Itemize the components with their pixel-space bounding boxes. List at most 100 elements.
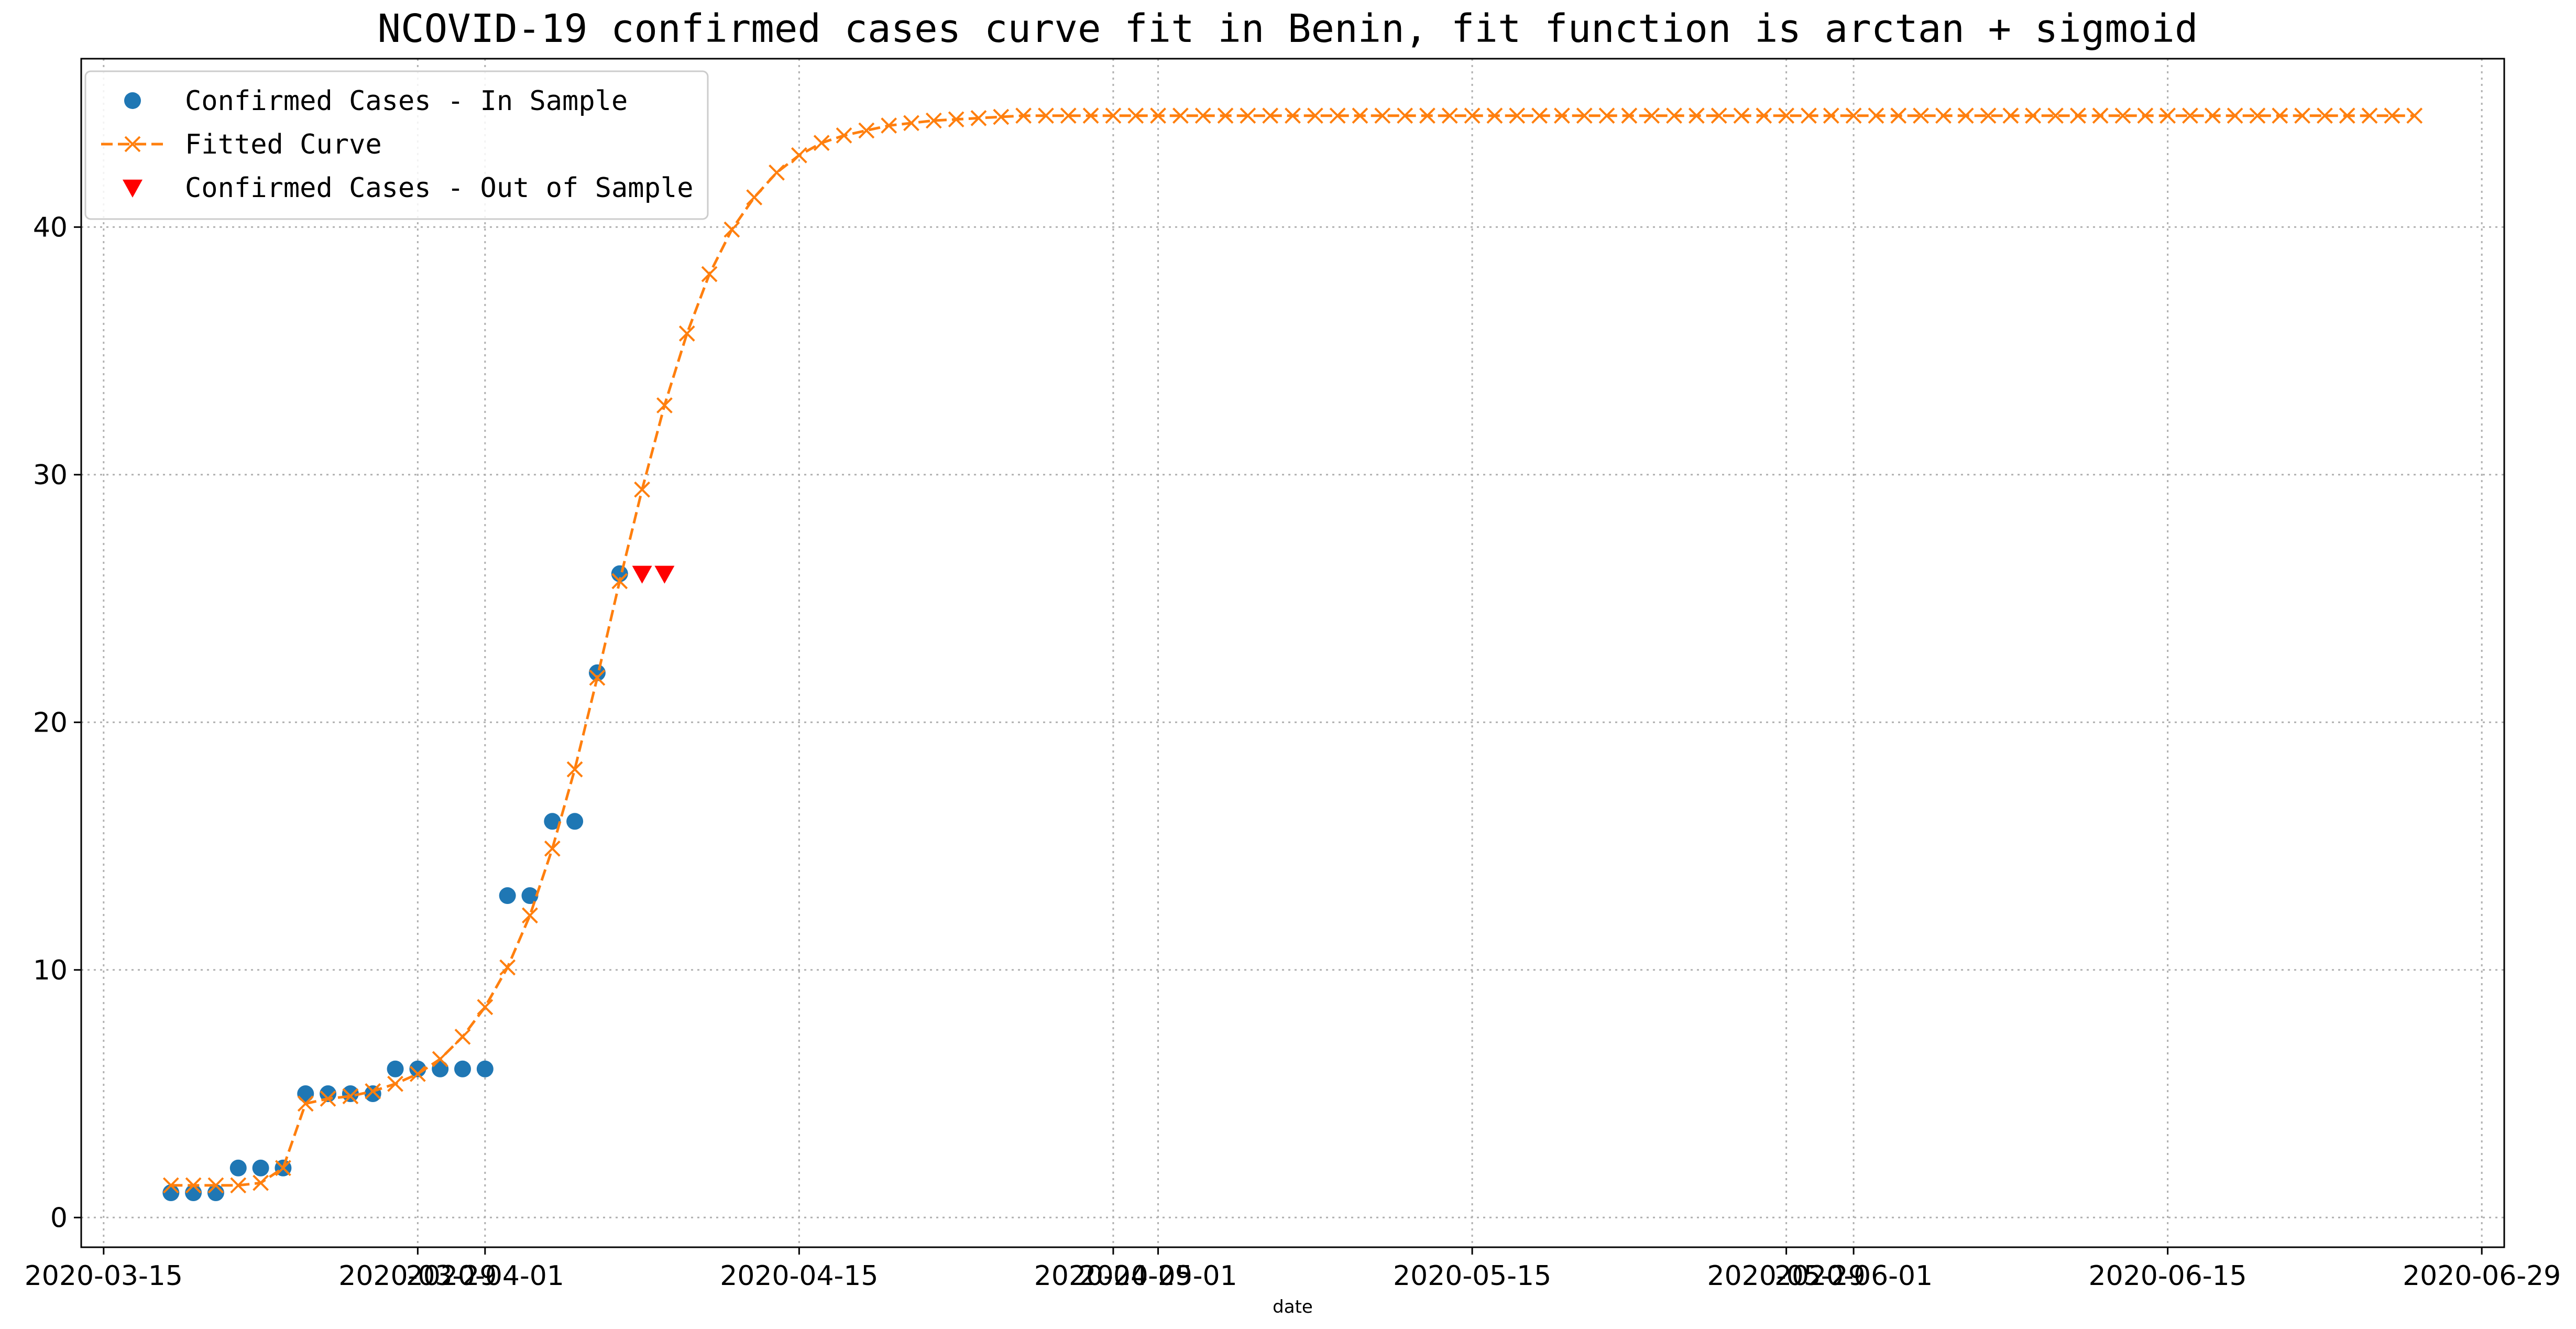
data-point [522, 907, 538, 924]
data-point [1643, 107, 1660, 124]
data-point [566, 761, 583, 778]
data-point [1890, 107, 1907, 124]
data-point [2384, 107, 2400, 124]
data-point [1509, 107, 1526, 124]
data-point [566, 813, 584, 830]
legend-marker [123, 179, 142, 198]
data-point [499, 887, 516, 905]
x-tick-label: 2020-05-01 [1079, 1260, 1237, 1292]
data-point [365, 1083, 381, 1099]
data-point [162, 1177, 179, 1194]
y-tick-label: 30 [33, 460, 68, 491]
data-point [2227, 107, 2243, 124]
y-tick-label: 0 [50, 1202, 68, 1234]
data-point [207, 1177, 224, 1194]
series-in-sample [162, 565, 628, 1202]
data-point [769, 164, 785, 181]
x-tick-label: 2020-06-15 [2089, 1260, 2247, 1292]
data-point [275, 1160, 291, 1177]
plot-series [162, 107, 2423, 1202]
series-fitted-curve [162, 107, 2423, 1194]
data-point [656, 397, 673, 413]
data-point [588, 664, 606, 681]
legend-label: Confirmed Cases - In Sample [185, 85, 628, 117]
data-point [2114, 107, 2131, 124]
data-point [1285, 107, 1301, 124]
data-point [521, 887, 539, 905]
data-point [432, 1060, 449, 1077]
data-point [1172, 107, 1189, 124]
data-point [253, 1174, 269, 1191]
data-point [297, 1095, 314, 1112]
data-point [1576, 107, 1593, 124]
data-point [1464, 107, 1481, 124]
data-point [2182, 107, 2198, 124]
data-point [2361, 107, 2378, 124]
data-point [903, 115, 919, 132]
x-tick-label: 2020-04-15 [720, 1260, 878, 1292]
data-point [364, 1085, 381, 1103]
data-point [1015, 107, 1032, 124]
data-point [1127, 107, 1144, 124]
data-point [2025, 107, 2042, 124]
data-point [230, 1177, 247, 1194]
data-point [611, 573, 628, 590]
data-point [1194, 107, 1211, 124]
data-point [162, 1184, 180, 1202]
legend-label: Confirmed Cases - Out of Sample [185, 172, 694, 204]
data-point [2002, 107, 2019, 124]
data-point [432, 1051, 448, 1067]
data-point [634, 481, 651, 498]
y-tick-label: 20 [33, 707, 68, 738]
data-point [387, 1060, 404, 1077]
legend-marker [124, 92, 141, 109]
data-point [477, 999, 494, 1016]
data-point [970, 110, 987, 126]
legend-marker [124, 136, 141, 152]
data-point [499, 959, 516, 976]
data-point [1733, 107, 1750, 124]
data-point [185, 1177, 202, 1194]
data-point [2137, 107, 2154, 124]
data-point [2069, 107, 2086, 124]
data-point [1935, 107, 1952, 124]
data-point [2160, 107, 2176, 124]
data-point [342, 1088, 359, 1105]
data-point [185, 1184, 202, 1202]
plot-area-frame [80, 58, 2505, 1248]
data-point [701, 266, 718, 282]
data-point [1823, 107, 1839, 124]
data-point [1868, 107, 1884, 124]
x-tick-label: 2020-06-01 [1774, 1260, 1933, 1292]
data-point [409, 1065, 426, 1082]
data-point [1217, 107, 1234, 124]
data-point [2406, 107, 2423, 124]
data-point [948, 111, 964, 128]
x-tick-label: 2020-03-15 [25, 1260, 183, 1292]
data-point [1756, 107, 1772, 124]
data-point [1666, 107, 1682, 124]
data-point [454, 1028, 471, 1045]
data-point [297, 1085, 314, 1103]
data-point [1307, 107, 1323, 124]
data-point [1329, 107, 1346, 124]
data-point [2092, 107, 2109, 124]
data-point [1240, 107, 1256, 124]
data-point [1150, 107, 1166, 124]
data-point [2294, 107, 2310, 124]
data-point [1397, 107, 1413, 124]
legend-box [84, 70, 709, 220]
data-point [632, 565, 652, 584]
data-point [2249, 107, 2266, 124]
data-point [1419, 107, 1435, 124]
x-tick-label: 2020-03-29 [338, 1260, 497, 1292]
data-point [746, 189, 763, 206]
data-point [1957, 107, 1974, 124]
data-point [1374, 107, 1391, 124]
data-point [1801, 107, 1817, 124]
data-point [1845, 107, 1862, 124]
data-point [1778, 107, 1795, 124]
legend: Confirmed Cases - In Sample Fitted Curve C… [84, 70, 709, 220]
